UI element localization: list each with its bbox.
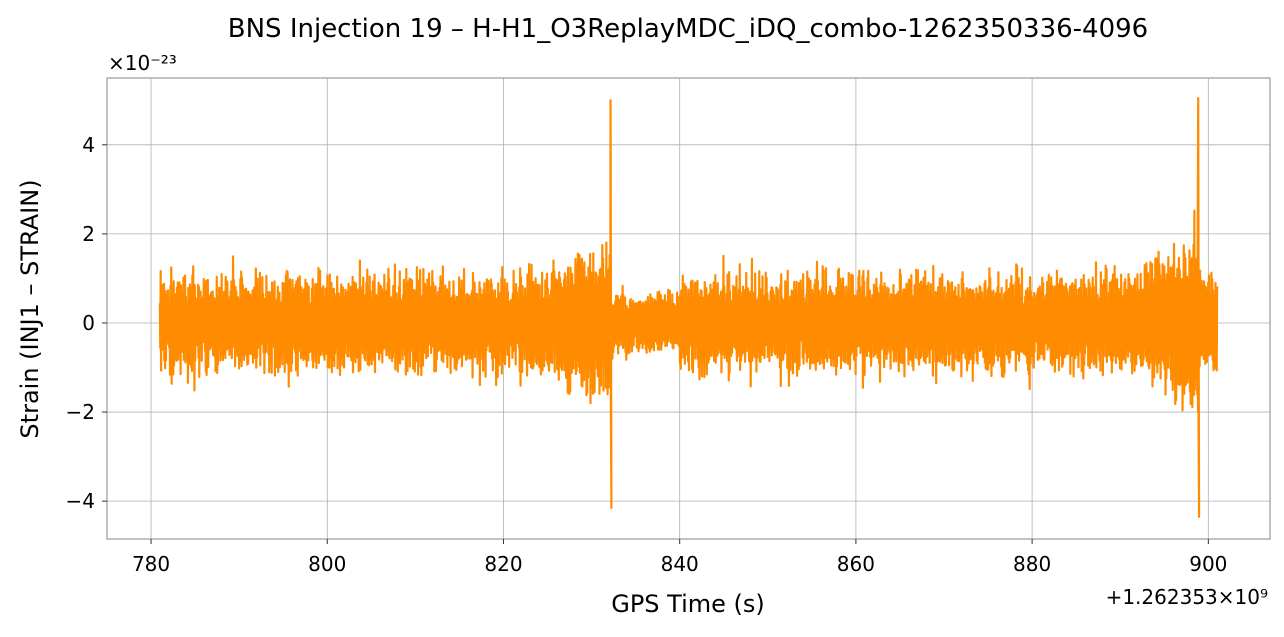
chart-title: BNS Injection 19 – H-H1_O3ReplayMDC_iDQ_… — [228, 14, 1148, 44]
y-tick-label: −2 — [66, 400, 95, 424]
y-axis-label: Strain (INJ1 – STRAIN) — [16, 179, 44, 438]
x-tick-label: 900 — [1189, 552, 1227, 576]
x-tick-label: 820 — [484, 552, 522, 576]
y-tick-label: −4 — [66, 489, 95, 513]
x-offset-label: +1.262353×10⁹ — [1106, 585, 1268, 609]
y-tick-label: 0 — [82, 311, 95, 335]
y-axis: −4 −2 0 2 4 — [66, 133, 107, 513]
x-tick-label: 880 — [1013, 552, 1051, 576]
x-tick-label: 800 — [308, 552, 346, 576]
x-tick-label: 780 — [132, 552, 170, 576]
x-axis-label: GPS Time (s) — [611, 590, 765, 618]
y-tick-label: 2 — [82, 222, 95, 246]
y-scale-label: ×10⁻²³ — [108, 51, 177, 75]
x-axis: 780 800 820 840 860 880 900 — [132, 539, 1227, 576]
series-line — [158, 96, 1219, 518]
y-tick-label: 4 — [82, 133, 95, 157]
plot-frame — [106, 77, 1271, 540]
x-tick-label: 860 — [837, 552, 875, 576]
x-tick-label: 840 — [661, 552, 699, 576]
series-strain — [158, 96, 1219, 518]
